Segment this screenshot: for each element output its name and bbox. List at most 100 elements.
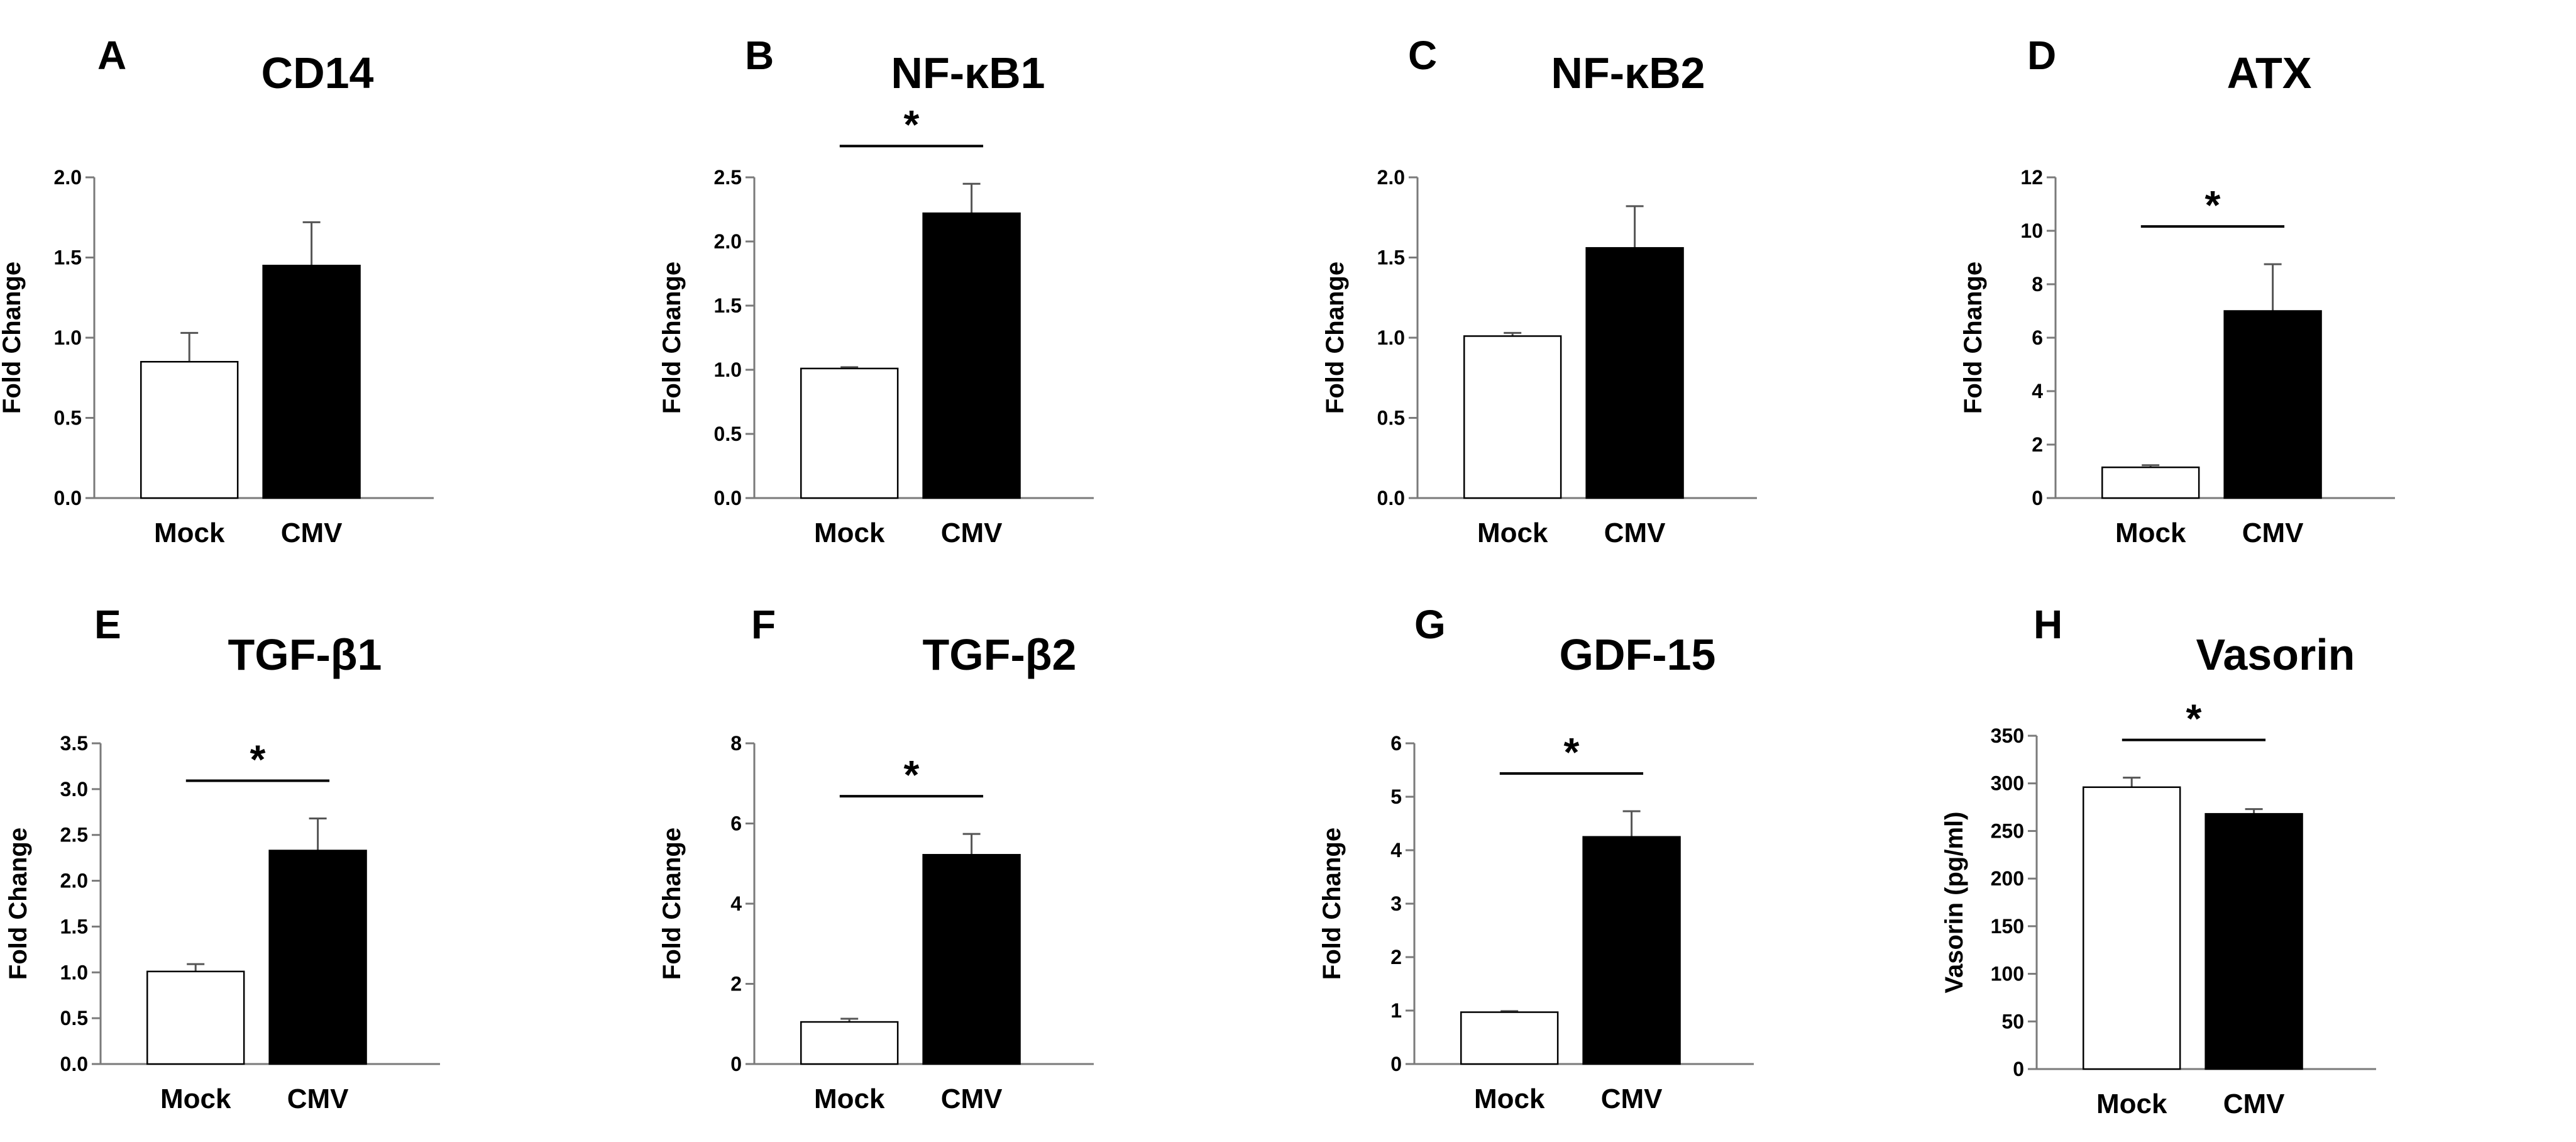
bar-mock bbox=[1463, 335, 1562, 499]
bar-mock bbox=[800, 367, 899, 499]
x-category-label: CMV bbox=[1604, 518, 1666, 548]
x-category-label: CMV bbox=[281, 518, 343, 548]
bar-mock bbox=[140, 361, 239, 499]
y-tick-label: 6 bbox=[2032, 326, 2043, 349]
y-tick-label: 1.0 bbox=[54, 326, 82, 349]
y-tick-label: 1.0 bbox=[60, 961, 88, 984]
x-category-label: Mock bbox=[2115, 518, 2186, 548]
y-tick-label: 0 bbox=[1390, 1053, 1402, 1075]
y-tick-label: 8 bbox=[2032, 273, 2043, 296]
panel-letter: C bbox=[1408, 33, 1437, 78]
y-tick-label: 10 bbox=[2020, 219, 2043, 242]
y-tick-label: 200 bbox=[1991, 867, 2024, 890]
y-tick-label: 2.0 bbox=[54, 166, 82, 189]
y-axis-label: Fold Change bbox=[0, 262, 26, 414]
chart-title: TGF-β2 bbox=[923, 630, 1077, 679]
y-tick-label: 0 bbox=[2032, 487, 2043, 509]
y-tick-label: 1.5 bbox=[714, 294, 742, 317]
bar-mock bbox=[2101, 466, 2200, 499]
y-tick-label: 0.5 bbox=[714, 423, 742, 445]
y-axis-label: Fold Change bbox=[658, 828, 686, 980]
y-tick-label: 8 bbox=[730, 732, 742, 755]
bar-cmv bbox=[268, 850, 367, 1065]
significance-star: * bbox=[2204, 182, 2220, 228]
y-tick-label: 2.5 bbox=[60, 824, 88, 846]
x-category-label: Mock bbox=[154, 518, 225, 548]
bar-cmv bbox=[262, 265, 361, 499]
bar-mock bbox=[146, 970, 245, 1065]
y-tick-label: 0.5 bbox=[1377, 407, 1405, 430]
x-category-label: Mock bbox=[1477, 518, 1548, 548]
y-tick-label: 0.5 bbox=[60, 1007, 88, 1029]
chart-title: ATX bbox=[2227, 48, 2312, 97]
y-tick-label: 4 bbox=[2032, 380, 2043, 402]
bar-cmv bbox=[2204, 812, 2303, 1070]
y-tick-label: 12 bbox=[2020, 166, 2043, 189]
significance-star: * bbox=[1563, 729, 1579, 775]
x-category-label: Mock bbox=[814, 1084, 885, 1114]
chart-title: TGF-β1 bbox=[228, 630, 382, 679]
y-tick-label: 1.0 bbox=[1377, 326, 1405, 349]
y-tick-label: 250 bbox=[1991, 819, 2024, 842]
y-tick-label: 4 bbox=[1390, 839, 1402, 862]
y-axis-label: Fold Change bbox=[658, 262, 686, 414]
bar-mock bbox=[2083, 786, 2181, 1070]
x-category-label: CMV bbox=[287, 1084, 349, 1114]
panel-letter: A bbox=[97, 33, 126, 78]
y-tick-label: 2.5 bbox=[714, 166, 742, 189]
y-tick-label: 0 bbox=[730, 1053, 742, 1075]
y-tick-label: 0.0 bbox=[54, 487, 82, 509]
panel-letter: E bbox=[94, 602, 121, 647]
y-tick-label: 5 bbox=[1390, 785, 1402, 808]
panel-letter: H bbox=[2034, 602, 2062, 647]
y-tick-label: 1 bbox=[1390, 999, 1402, 1022]
y-axis-label: Vasorin (pg/ml) bbox=[1940, 812, 1968, 994]
y-tick-label: 150 bbox=[1991, 915, 2024, 938]
x-category-label: CMV bbox=[941, 518, 1003, 548]
y-tick-label: 0.0 bbox=[1377, 487, 1405, 509]
y-tick-label: 3 bbox=[1390, 892, 1402, 915]
chart-title: CD14 bbox=[261, 48, 374, 97]
bar-cmv bbox=[922, 212, 1021, 499]
panel-letter: F bbox=[751, 602, 776, 647]
x-category-label: CMV bbox=[1601, 1084, 1663, 1114]
significance-star: * bbox=[2186, 696, 2201, 741]
y-tick-label: 0.0 bbox=[714, 487, 742, 509]
significance-star: * bbox=[903, 102, 919, 147]
y-tick-label: 0.0 bbox=[60, 1053, 88, 1075]
x-category-label: Mock bbox=[1474, 1084, 1545, 1114]
y-tick-label: 2 bbox=[1390, 946, 1402, 968]
y-tick-label: 2.0 bbox=[714, 230, 742, 253]
y-tick-label: 2 bbox=[730, 973, 742, 995]
y-axis-label: Fold Change bbox=[1321, 262, 1349, 414]
y-tick-label: 300 bbox=[1991, 772, 2024, 795]
x-category-label: Mock bbox=[2096, 1089, 2167, 1119]
y-tick-label: 0.5 bbox=[54, 407, 82, 430]
chart-title: NF-κB2 bbox=[1551, 48, 1705, 97]
y-tick-label: 6 bbox=[730, 812, 742, 835]
x-category-label: Mock bbox=[814, 518, 885, 548]
y-tick-label: 0 bbox=[2013, 1058, 2024, 1080]
chart-title: NF-κB1 bbox=[891, 48, 1045, 97]
y-tick-label: 50 bbox=[2001, 1010, 2024, 1033]
bar-mock bbox=[800, 1021, 899, 1065]
y-axis-label: Fold Change bbox=[1959, 262, 1987, 414]
bar-cmv bbox=[1582, 836, 1681, 1065]
y-tick-label: 2.0 bbox=[60, 870, 88, 892]
y-tick-label: 3.0 bbox=[60, 778, 88, 801]
y-tick-label: 6 bbox=[1390, 732, 1402, 755]
x-category-label: Mock bbox=[160, 1084, 231, 1114]
y-tick-label: 1.5 bbox=[1377, 247, 1405, 269]
panel-letter: B bbox=[745, 33, 774, 78]
y-tick-label: 100 bbox=[1991, 963, 2024, 985]
significance-star: * bbox=[250, 736, 265, 782]
y-tick-label: 1.5 bbox=[54, 247, 82, 269]
y-axis-label: Fold Change bbox=[1318, 828, 1346, 980]
chart-title: Vasorin bbox=[2196, 630, 2355, 679]
y-tick-label: 2 bbox=[2032, 433, 2043, 456]
y-tick-label: 350 bbox=[1991, 724, 2024, 747]
panel-letter: G bbox=[1414, 602, 1446, 647]
y-tick-label: 1.0 bbox=[714, 358, 742, 381]
bar-mock bbox=[1460, 1011, 1559, 1065]
x-category-label: CMV bbox=[941, 1084, 1003, 1114]
